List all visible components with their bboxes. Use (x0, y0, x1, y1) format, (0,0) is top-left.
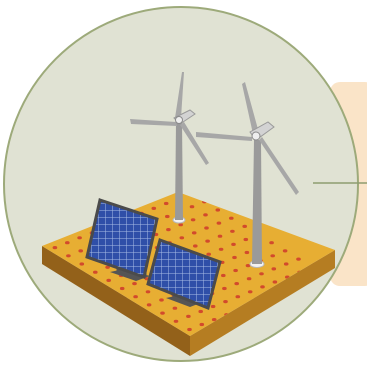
ground-dot (221, 273, 226, 278)
ground-dot (211, 318, 217, 322)
solar-panel-rear (85, 198, 159, 281)
ground-dot (146, 303, 152, 307)
ground-dot (166, 228, 171, 232)
ground-dot (210, 304, 216, 309)
ground-dot (231, 242, 236, 246)
ground-dot (282, 249, 288, 253)
ground-dot (178, 223, 183, 227)
wind-turbine-icon (242, 82, 259, 134)
ground-dot (222, 286, 227, 291)
solar-panel-front (146, 238, 222, 311)
ground-dot (283, 262, 289, 266)
ground-dot (205, 239, 210, 243)
ground-dot (215, 208, 221, 212)
ground-dot (160, 311, 165, 315)
wind-turbine-right (196, 82, 299, 268)
turbine-tower (252, 140, 262, 264)
ground-dot (218, 247, 224, 251)
ground-dot (242, 224, 247, 228)
ground-dot (203, 213, 208, 217)
ground-dot (247, 290, 253, 294)
ground-dot (132, 282, 137, 286)
turbine-tower (175, 122, 183, 220)
ground-dot (235, 295, 241, 299)
solar-panel-icon (146, 238, 222, 311)
ground-dot (93, 270, 98, 274)
ground-dot (172, 306, 178, 310)
ground-dot (189, 205, 195, 209)
wind-turbine-icon (175, 72, 184, 118)
ground-dot (173, 319, 179, 323)
ground-dot (179, 236, 185, 240)
ground-dot (234, 282, 239, 286)
ground-dot (204, 226, 209, 230)
ground-dot (230, 229, 235, 233)
ground-dot (217, 234, 223, 238)
ground-dot (245, 264, 251, 268)
ground-dot (232, 255, 237, 260)
ground-dot (77, 236, 82, 240)
ground-dot (163, 201, 169, 206)
ground-dot (193, 244, 198, 248)
ground-dot (133, 295, 138, 299)
ground-dot (119, 286, 125, 291)
ground-dot (296, 257, 301, 261)
ground-dot (191, 231, 197, 235)
solar-panel-icon (85, 198, 159, 279)
ground-dot (260, 285, 265, 289)
ground-dot (270, 254, 276, 258)
ground-dot (243, 237, 249, 242)
ground-right-face (190, 250, 335, 356)
ground-dot (259, 272, 264, 276)
ground-dot (271, 267, 277, 271)
ground-dot (244, 250, 250, 255)
ground-dot (272, 280, 278, 284)
ground-dot (199, 322, 205, 327)
ground-dot (145, 290, 151, 294)
ground-dot (105, 265, 110, 269)
ground-dot (79, 262, 85, 266)
ground-dot (186, 314, 191, 318)
ground-dot (198, 309, 203, 314)
ground-dot (269, 241, 274, 245)
ground-dot (229, 216, 234, 220)
ground-left-face (42, 246, 190, 356)
ground-dot (233, 268, 238, 273)
ground-dot (106, 278, 111, 282)
ground-dot (66, 254, 71, 258)
ground-dot (206, 252, 211, 256)
ground-dot (216, 221, 222, 225)
wind-turbine-left (130, 72, 209, 224)
ground-dot (187, 327, 192, 332)
ground-dot (246, 277, 252, 281)
ground-dot (223, 300, 228, 304)
ground-dot (52, 246, 58, 250)
ground-dot (151, 206, 157, 210)
ground-dot (65, 241, 70, 245)
ground-dot (159, 298, 164, 302)
ground-dot (78, 249, 83, 253)
ground-dot (165, 214, 170, 219)
ground-dot (190, 218, 196, 222)
